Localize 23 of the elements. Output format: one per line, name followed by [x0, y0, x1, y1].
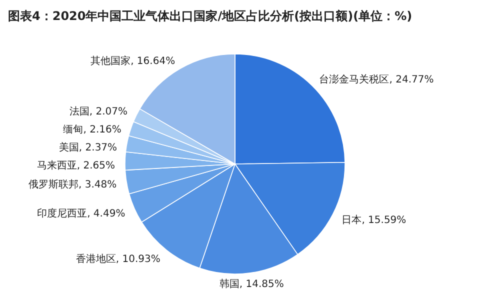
- value-label: , 4.49%: [87, 208, 126, 220]
- value-label: , 2.37%: [78, 142, 118, 154]
- value-label: , 2.65%: [76, 160, 116, 172]
- category-label: 俄罗斯联邦: [28, 180, 78, 191]
- value-label: , 24.77%: [389, 74, 434, 86]
- chart-title: 图表4：2020年中国工业气体出口国家/地区占比分析(按出口额)(单位：%): [8, 9, 412, 23]
- value-label: , 15.59%: [362, 214, 406, 226]
- category-label: 其他国家: [90, 56, 131, 68]
- value-label: , 2.16%: [83, 124, 122, 136]
- value-label: , 14.85%: [239, 278, 284, 290]
- value-label: , 2.07%: [89, 106, 128, 118]
- category-label: 马来西亚: [36, 160, 77, 172]
- category-label: 台澎金马关税区: [319, 74, 390, 86]
- category-label: 香港地区: [76, 254, 116, 265]
- value-label: , 10.93%: [116, 254, 160, 265]
- value-label: , 16.64%: [130, 56, 176, 68]
- value-label: , 3.48%: [78, 180, 117, 191]
- category-label: 日本: [342, 214, 362, 226]
- category-label: 缅甸: [63, 124, 84, 136]
- category-label: 韩国: [219, 278, 240, 290]
- category-label: 美国: [58, 142, 79, 154]
- category-label: 印度尼西亚: [37, 208, 88, 220]
- category-label: 法国: [69, 106, 90, 118]
